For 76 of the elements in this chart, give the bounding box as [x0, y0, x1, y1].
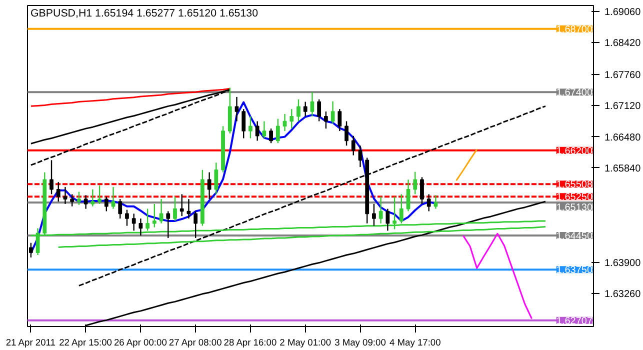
candlestick — [324, 110, 328, 130]
candlestick — [84, 194, 88, 210]
candlestick — [406, 179, 410, 212]
line-series — [456, 148, 478, 182]
x-tick-label: 3 May 09:00 — [334, 338, 386, 348]
candlestick — [426, 194, 431, 212]
ref-line-label: 1.65130 — [556, 202, 593, 214]
candlestick — [330, 100, 335, 124]
candlestick — [351, 135, 356, 156]
candlestick — [50, 160, 54, 195]
candlestick — [194, 210, 198, 239]
ref-line-label: 1.68700 — [556, 24, 593, 36]
y-tick-label: 1.69060 — [604, 6, 642, 18]
y-tick-label: 1.68420 — [604, 38, 642, 49]
candlestick — [207, 172, 212, 200]
line-series — [462, 232, 533, 320]
candlestick — [386, 208, 390, 232]
candlestick — [413, 171, 418, 195]
candlestick — [317, 98, 322, 122]
y-tick-label: 1.67760 — [604, 70, 642, 82]
candlestick — [248, 116, 252, 139]
candlestick — [234, 96, 239, 122]
x-tick-label: 22 Apr 15:00 — [59, 338, 112, 348]
candlestick — [372, 203, 376, 226]
candlestick — [310, 91, 314, 117]
candlestick — [282, 113, 287, 132]
candlestick — [125, 209, 129, 226]
candlestick — [180, 194, 184, 217]
y-tick-label: 1.67120 — [604, 101, 642, 112]
candlestick — [138, 218, 143, 236]
candlestick — [152, 203, 156, 228]
candlestick — [118, 198, 122, 220]
x-tick-label: 21 Apr 2011 — [6, 338, 56, 348]
candlestick — [434, 194, 438, 210]
candlestick — [358, 144, 362, 168]
candlestick — [344, 120, 348, 146]
line-series — [58, 226, 546, 248]
candlestick — [276, 118, 280, 144]
ref-line-label: 1.62707 — [556, 316, 593, 327]
y-tick-label: 1.65840 — [604, 163, 642, 174]
candlestick — [166, 210, 170, 239]
x-tick-label: 2 May 01:00 — [280, 338, 332, 348]
candlestick — [104, 196, 108, 212]
line-series — [30, 101, 437, 254]
x-tick-label: 4 May 17:00 — [389, 338, 441, 348]
x-tick-label: 27 Apr 08:00 — [168, 338, 222, 348]
candlestick — [255, 120, 260, 142]
y-tick-label: 1.63900 — [604, 258, 642, 269]
candlestick — [63, 186, 68, 205]
candlestick — [173, 196, 177, 222]
chart-title: GBPUSD,H1 1.65194 1.65277 1.65120 1.65130 — [30, 8, 258, 20]
ref-line-label: 1.64450 — [556, 231, 593, 242]
candlestick — [56, 181, 60, 202]
candlestick — [262, 120, 266, 139]
ref-line-label: 1.66200 — [556, 146, 593, 157]
line-series — [78, 105, 546, 286]
candlestick — [90, 188, 95, 207]
candlestick — [269, 128, 273, 144]
candlestick — [132, 213, 136, 232]
x-tick-label: 28 Apr 16:00 — [224, 338, 277, 348]
y-tick-label: 1.66480 — [604, 132, 642, 144]
candlestick — [303, 101, 308, 117]
candlestick — [77, 191, 81, 206]
x-tick-label: 26 Apr 00:00 — [114, 338, 167, 348]
candlestick — [242, 108, 246, 139]
candlestick — [159, 198, 164, 224]
candlestick — [214, 162, 218, 195]
candlestick — [290, 108, 294, 130]
candlestick — [70, 194, 74, 207]
candlestick — [111, 186, 116, 210]
candlestick — [98, 184, 102, 205]
candlestick — [420, 176, 424, 205]
candlestick — [338, 108, 342, 132]
line-series — [30, 88, 231, 107]
candlestick — [296, 98, 300, 122]
y-tick-label: 1.63260 — [604, 288, 642, 300]
